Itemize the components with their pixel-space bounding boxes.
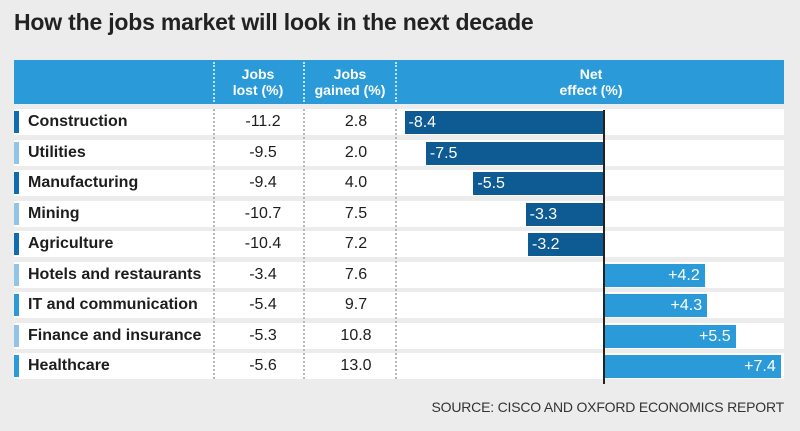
- header-jobs-gained: Jobs gained (%): [304, 60, 396, 104]
- jobs-gained-value: 9.7: [344, 296, 368, 313]
- sector-label: Manufacturing: [28, 174, 139, 191]
- row-marker: [14, 111, 19, 133]
- sector-label: IT and communication: [28, 296, 198, 313]
- jobs-gained-value: 2.0: [344, 144, 368, 161]
- net-effect-bar: [473, 172, 604, 195]
- table-row: Utilities -9.5 2.0: [14, 140, 784, 166]
- header-separator: [303, 62, 305, 102]
- column-separator: [395, 109, 397, 379]
- net-effect-bar: [605, 355, 781, 378]
- column-separator: [213, 109, 215, 379]
- net-effect-bar: [605, 264, 705, 287]
- header-separator: [395, 62, 397, 102]
- jobs-gained-value: 2.8: [344, 113, 368, 130]
- net-effect-bar: [605, 325, 736, 348]
- row-marker: [14, 264, 19, 286]
- row-marker: [14, 233, 19, 255]
- net-effect-bar: [425, 142, 604, 165]
- row-marker: [14, 294, 19, 316]
- table-row: Mining -10.7 7.5: [14, 201, 784, 227]
- row-marker: [14, 172, 19, 194]
- sector-label: Utilities: [28, 144, 86, 161]
- net-effect-bar: [605, 294, 708, 317]
- jobs-gained-value: 13.0: [340, 357, 372, 374]
- jobs-lost-value: -10.7: [244, 205, 282, 222]
- header-jobs-gained-line2: gained (%): [314, 82, 386, 98]
- net-effect-bar: [525, 203, 604, 226]
- chart-title: How the jobs market will look in the nex…: [14, 9, 534, 35]
- jobs-lost-value: -11.2: [245, 113, 281, 130]
- sector-label: Mining: [28, 205, 80, 222]
- jobs-gained-value: 7.2: [344, 235, 368, 252]
- header-net-effect: Net effect (%): [398, 60, 784, 104]
- jobs-lost-value: -10.4: [244, 235, 282, 252]
- header-jobs-gained-line1: Jobs: [333, 66, 367, 82]
- header-jobs-lost: Jobs lost (%): [214, 60, 302, 104]
- header-jobs-lost-line2: lost (%): [232, 82, 284, 98]
- net-effect-label: +7.4: [744, 358, 776, 375]
- jobs-lost-value: -5.3: [249, 327, 277, 344]
- row-marker: [14, 203, 19, 225]
- net-effect-label: -5.5: [477, 175, 505, 192]
- sector-label: Healthcare: [28, 357, 110, 374]
- header-separator: [213, 62, 215, 102]
- net-effect-label: -7.5: [429, 145, 458, 162]
- jobs-lost-value: -3.4: [249, 266, 277, 283]
- table-row: Agriculture -10.4 7.2: [14, 231, 784, 257]
- sector-label: Agriculture: [28, 235, 114, 252]
- sector-label: Hotels and restaurants: [28, 266, 202, 283]
- net-effect-label: +4.3: [670, 297, 703, 314]
- table-row: Construction -11.2 2.8: [14, 109, 784, 135]
- header-net-effect-line2: effect (%): [559, 82, 623, 98]
- table-row: Manufacturing -9.4 4.0: [14, 170, 784, 196]
- sector-label: Finance and insurance: [28, 327, 202, 344]
- table-header: Jobs lost (%) Jobs gained (%) Net effect (%…: [14, 60, 784, 104]
- header-net-effect-line1: Net: [579, 66, 603, 82]
- net-effect-label: +5.5: [699, 328, 731, 345]
- source-note: SOURCE: CISCO AND OXFORD ECONOMICS REPOR…: [431, 399, 785, 415]
- jobs-lost-value: -5.4: [249, 296, 277, 313]
- column-separator: [303, 109, 305, 379]
- net-effect-label: -8.4: [408, 114, 437, 131]
- zero-axis: [603, 110, 605, 384]
- net-effect-label: +4.2: [668, 267, 700, 284]
- net-effect-label: -3.2: [532, 236, 560, 253]
- jobs-gained-value: 7.5: [344, 205, 368, 222]
- header-jobs-lost-line1: Jobs: [241, 66, 275, 82]
- sector-label: Construction: [28, 113, 128, 130]
- jobs-gained-value: 4.0: [344, 174, 368, 191]
- jobs-gained-value: 7.6: [344, 266, 368, 283]
- jobs-gained-value: 10.8: [340, 327, 372, 344]
- jobs-lost-value: -9.5: [249, 144, 277, 161]
- net-effect-bar: [404, 111, 604, 134]
- net-effect-label: -3.3: [529, 206, 558, 223]
- row-marker: [14, 325, 19, 347]
- row-marker: [14, 355, 19, 377]
- net-effect-bar: [528, 233, 604, 256]
- jobs-lost-value: -9.4: [249, 174, 277, 191]
- row-marker: [14, 142, 19, 164]
- jobs-lost-value: -5.6: [249, 357, 277, 374]
